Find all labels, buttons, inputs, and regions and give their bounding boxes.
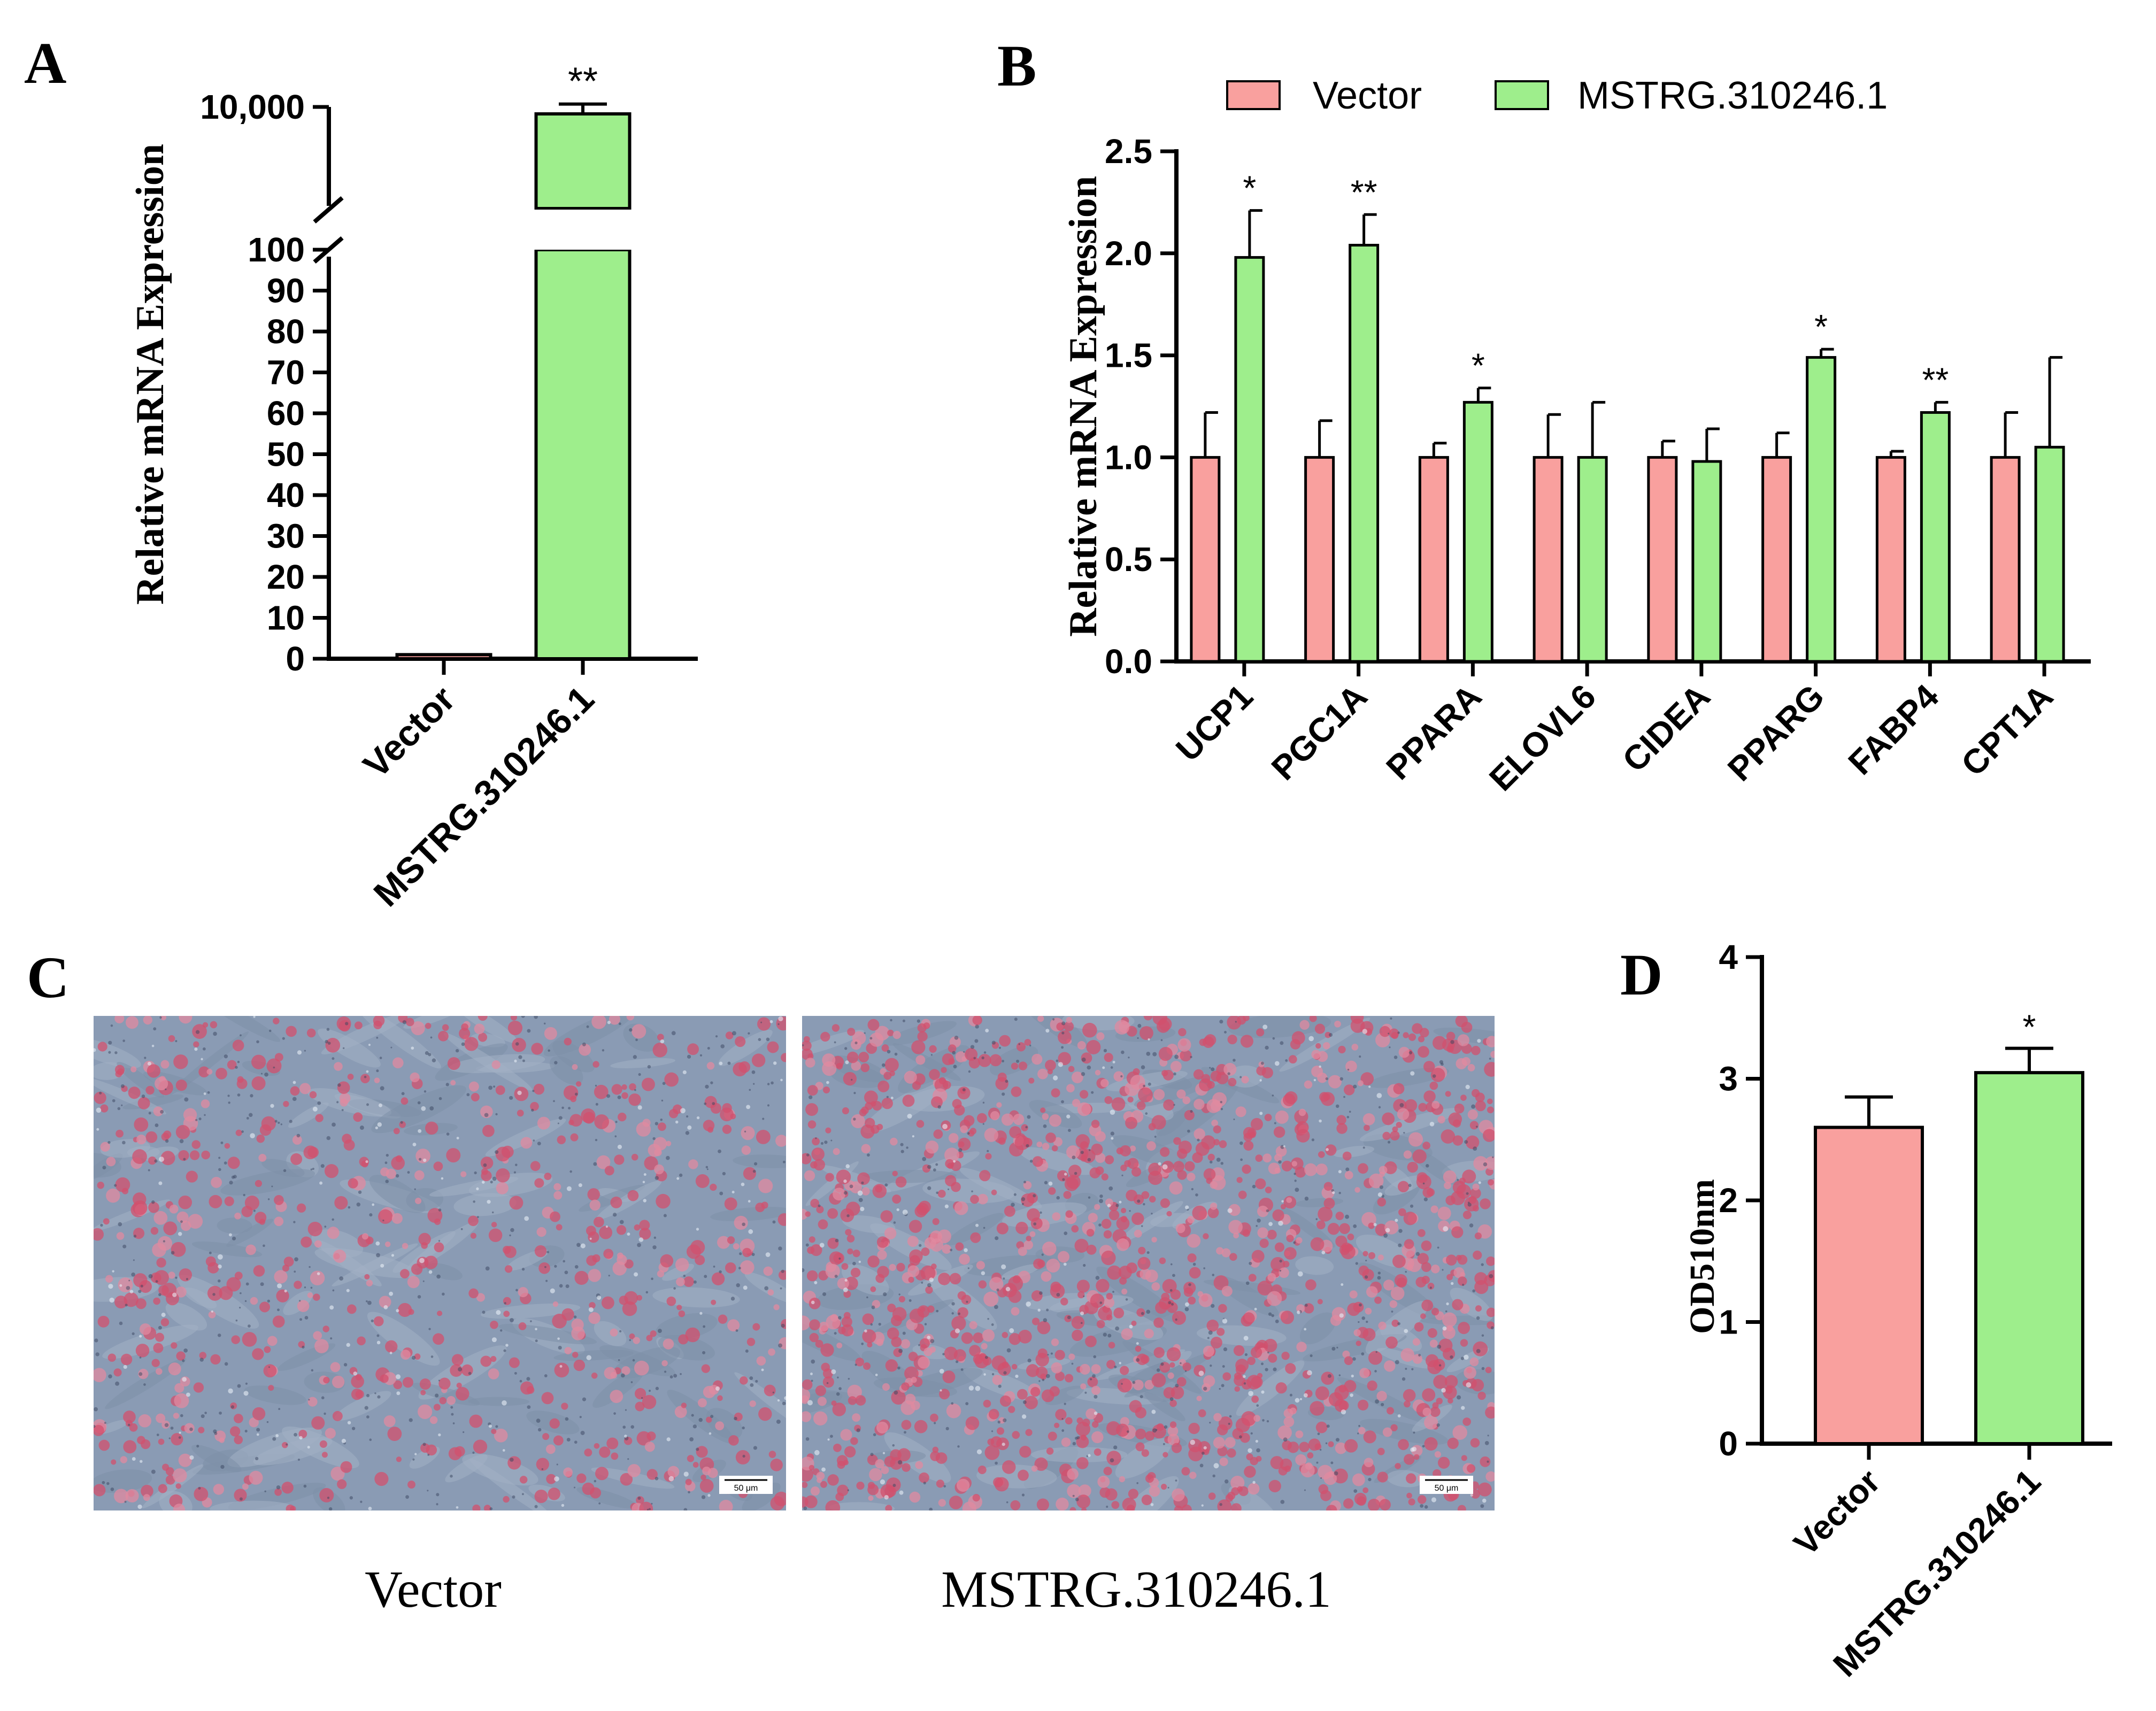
bar-vector xyxy=(1814,1126,1924,1445)
significance-mark: * xyxy=(1472,346,1485,385)
significance-mark: ** xyxy=(1922,360,1949,399)
panel-d-ytick-label: 2 xyxy=(1719,1181,1738,1220)
panel-b-ytick-label: 0.5 xyxy=(1105,540,1152,579)
panel-a-ytick-label: 40 xyxy=(267,476,305,514)
panel-a-ytick-label: 90 xyxy=(267,272,305,310)
panel-b-xtick-label: PPARA xyxy=(1379,677,1489,787)
panel-b-xtick-label: CIDEA xyxy=(1615,677,1718,780)
bar-vector xyxy=(1418,456,1449,663)
panel-b-legend: Vector MSTRG.310246.1 xyxy=(1226,74,1888,117)
bar-mstrg xyxy=(1577,456,1608,663)
panel-label-b: B xyxy=(997,33,1036,98)
micrograph-caption-mstrg: MSTRG.310246.1 xyxy=(941,1561,1331,1618)
bar-mstrg xyxy=(1920,411,1951,663)
legend-label-mstrg: MSTRG.310246.1 xyxy=(1577,74,1888,117)
panel-d-ylabel: OD510nm xyxy=(1683,1179,1722,1334)
panel-b-xtick-label: FABP4 xyxy=(1841,677,1946,782)
panel-d-ytick-label: 1 xyxy=(1719,1303,1738,1342)
bar-vector xyxy=(395,653,492,660)
panel-d-ytick-label: 0 xyxy=(1719,1424,1738,1463)
panel-d-ytick-label: 4 xyxy=(1719,938,1738,976)
panel-a-xtick-label: Vector xyxy=(356,679,463,786)
bar-mstrg xyxy=(1349,244,1380,663)
panel-b-ytick-label: 1.5 xyxy=(1105,336,1152,375)
significance-mark: ** xyxy=(1351,173,1377,211)
scalebar-label-left: 50 μm xyxy=(734,1484,758,1493)
panel-a-ytick-label: 30 xyxy=(267,517,305,556)
bar-mstrg xyxy=(1234,256,1265,663)
bar-vector xyxy=(1190,456,1221,663)
panel-a-ytick-label: 50 xyxy=(267,435,305,474)
panel-a-ytick-label: 60 xyxy=(267,394,305,433)
scalebar-box-right xyxy=(1420,1476,1473,1494)
panel-d-ytick-label: 3 xyxy=(1719,1060,1738,1098)
panel-b-xtick-label: CPT1A xyxy=(1954,677,2060,783)
panel-a-axis-break-mark xyxy=(313,196,344,224)
panel-label-d: D xyxy=(1620,942,1662,1007)
panel-b-chart: 0.0 0.5 1.0 1.5 2.0 2.5 * UCP1 ** PGC1A * PPARAELOV… xyxy=(1105,132,2091,798)
bar-vector xyxy=(1990,456,2021,663)
panel-a-ytick-label: 20 xyxy=(267,558,305,596)
panel-b-ylabel: Relative mRNA Expression xyxy=(1061,176,1105,637)
bar-vector xyxy=(1761,456,1792,663)
scalebar-label-right: 50 μm xyxy=(1435,1484,1459,1493)
panel-b-xtick-label: PGC1A xyxy=(1264,677,1375,788)
panel-d-xtick-label: Vector xyxy=(1787,1462,1888,1563)
panel-b-ytick-label: 1.0 xyxy=(1105,438,1152,476)
panel-b-xtick-label: UCP1 xyxy=(1168,677,1260,769)
panel-label-c: C xyxy=(27,945,69,1010)
panel-a-ytick-label: 80 xyxy=(267,312,305,351)
significance-mark: * xyxy=(2023,1008,2036,1046)
panel-a-ylabel: Relative mRNA Expression xyxy=(128,144,172,605)
legend-swatch-vector xyxy=(1226,80,1281,110)
bar-mstrg-upper-segment xyxy=(534,112,632,210)
panel-b-ytick-label: 0.0 xyxy=(1105,642,1152,681)
panel-label-a: A xyxy=(24,30,66,96)
bar-mstrg-lower-segment xyxy=(534,248,632,660)
significance-mark: ** xyxy=(568,60,598,103)
panel-a-ytick-label: 70 xyxy=(267,353,305,392)
panel-a-ytick-label: 100 xyxy=(248,230,305,269)
legend-label-vector: Vector xyxy=(1313,74,1422,117)
significance-mark: * xyxy=(1243,169,1256,207)
bar-break-gap xyxy=(533,210,633,250)
bar-vector xyxy=(1647,456,1678,663)
panel-b-ytick-label: 2.5 xyxy=(1105,132,1152,171)
bar-mstrg xyxy=(1691,460,1722,663)
panel-a-ytick-label: 10 xyxy=(267,599,305,637)
bar-mstrg xyxy=(1974,1071,2084,1445)
panel-b-ytick-label: 2.0 xyxy=(1105,234,1152,273)
micrograph-mstrg: 50 μm xyxy=(802,1016,1495,1510)
panel-b-xtick-label: PPARG xyxy=(1720,677,1831,788)
bar-mstrg xyxy=(1806,356,1837,663)
bar-vector xyxy=(1875,456,1906,663)
bar-vector xyxy=(1533,456,1564,663)
micrograph-caption-vector: Vector xyxy=(365,1561,502,1618)
micrograph-vector: 50 μm xyxy=(94,1016,786,1510)
bar-mstrg xyxy=(2034,445,2065,663)
legend-swatch-mstrg xyxy=(1495,80,1549,110)
panel-a-ytick-label: 10,000 xyxy=(200,88,305,126)
panel-a-ytick-label: 0 xyxy=(286,639,305,678)
scalebar-box-left xyxy=(719,1476,773,1494)
panel-b-xtick-label: ELOVL6 xyxy=(1482,677,1603,798)
bar-mstrg xyxy=(1462,400,1493,663)
bar-vector xyxy=(1304,456,1335,663)
significance-mark: * xyxy=(1814,307,1828,346)
panel-a-chart: 010203040506070809010010,000**VectorMSTR… xyxy=(200,60,698,914)
